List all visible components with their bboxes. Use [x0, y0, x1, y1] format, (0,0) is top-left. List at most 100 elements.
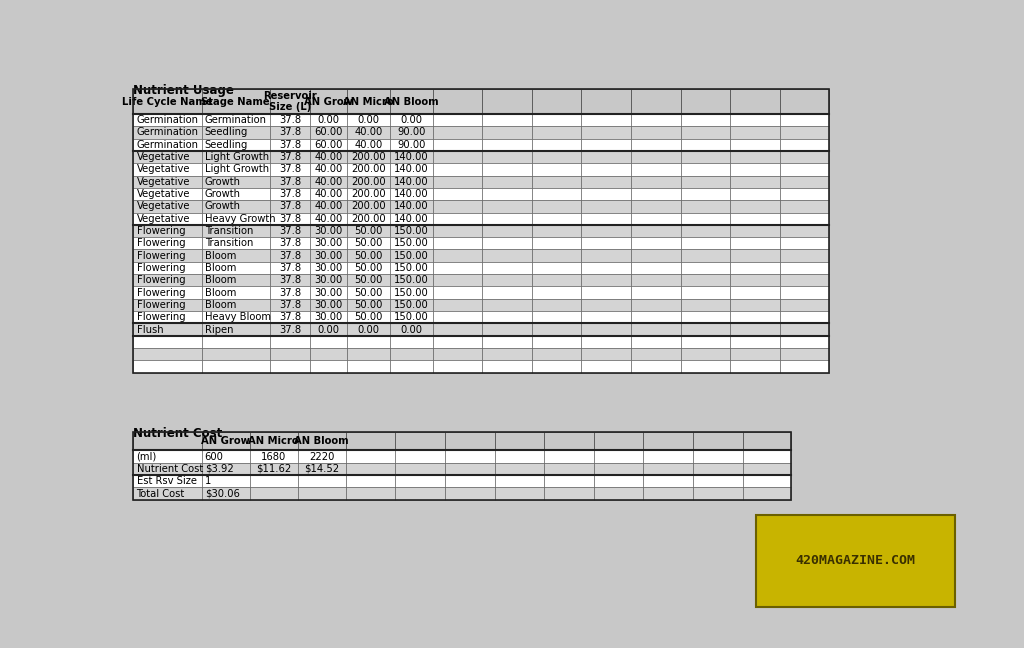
Bar — [681, 188, 730, 200]
Bar — [390, 274, 432, 286]
Bar — [432, 114, 482, 126]
Text: 140.00: 140.00 — [394, 189, 429, 199]
Bar — [643, 463, 693, 475]
Bar — [779, 299, 829, 311]
Bar — [432, 311, 482, 323]
Bar — [395, 463, 445, 475]
Text: Germination: Germination — [136, 128, 199, 137]
Bar — [133, 323, 202, 336]
Bar — [202, 475, 250, 487]
Text: Flowering: Flowering — [136, 312, 185, 322]
Bar — [531, 274, 582, 286]
Bar — [779, 336, 829, 348]
Text: 140.00: 140.00 — [394, 214, 429, 224]
Bar — [270, 237, 310, 249]
Bar — [310, 274, 347, 286]
Bar — [681, 213, 730, 225]
Bar — [730, 225, 779, 237]
Bar — [681, 348, 730, 360]
Bar — [779, 126, 829, 139]
Bar — [631, 286, 681, 299]
Text: Flowering: Flowering — [136, 288, 185, 297]
Bar — [432, 323, 482, 336]
Bar — [730, 188, 779, 200]
Bar — [681, 286, 730, 299]
Bar — [390, 139, 432, 151]
Text: Stage Name: Stage Name — [202, 97, 270, 107]
Bar — [730, 114, 779, 126]
Bar — [390, 213, 432, 225]
Bar — [390, 200, 432, 213]
Text: Bloom: Bloom — [205, 288, 237, 297]
Bar — [631, 126, 681, 139]
Bar — [531, 360, 582, 373]
Bar — [730, 323, 779, 336]
Bar — [631, 163, 681, 176]
Text: AN Grow: AN Grow — [201, 436, 250, 446]
Bar — [681, 225, 730, 237]
Text: AN Micro: AN Micro — [343, 97, 394, 107]
Bar — [390, 151, 432, 163]
Bar — [544, 463, 594, 475]
Text: 140.00: 140.00 — [394, 152, 429, 162]
Bar — [582, 237, 631, 249]
Bar — [730, 151, 779, 163]
Text: 30.00: 30.00 — [314, 288, 343, 297]
Text: 30.00: 30.00 — [314, 238, 343, 248]
Text: 140.00: 140.00 — [394, 202, 429, 211]
Text: 40.00: 40.00 — [314, 214, 343, 224]
Bar — [693, 463, 742, 475]
Text: $11.62: $11.62 — [256, 464, 291, 474]
Text: 37.8: 37.8 — [279, 202, 301, 211]
Bar — [482, 114, 531, 126]
Bar — [310, 200, 347, 213]
Bar — [202, 286, 270, 299]
Text: 600: 600 — [205, 452, 223, 461]
Bar — [133, 237, 202, 249]
Bar — [742, 463, 791, 475]
Text: Seedling: Seedling — [205, 140, 248, 150]
Bar — [730, 274, 779, 286]
Bar — [133, 249, 202, 262]
Text: 150.00: 150.00 — [394, 312, 429, 322]
Bar — [582, 360, 631, 373]
Bar — [390, 225, 432, 237]
Bar — [594, 432, 643, 450]
Bar — [270, 176, 310, 188]
Bar — [693, 487, 742, 500]
Bar — [730, 262, 779, 274]
Text: 40.00: 40.00 — [314, 177, 343, 187]
Text: 37.8: 37.8 — [279, 177, 301, 187]
Bar — [347, 200, 390, 213]
Text: Bloom: Bloom — [205, 300, 237, 310]
Bar — [779, 311, 829, 323]
Bar — [347, 114, 390, 126]
Bar — [310, 360, 347, 373]
Text: 37.8: 37.8 — [279, 288, 301, 297]
Text: AN Micro: AN Micro — [249, 436, 299, 446]
Bar — [432, 299, 482, 311]
Bar — [730, 286, 779, 299]
Bar — [544, 487, 594, 500]
Bar — [482, 286, 531, 299]
Text: Nutrient Usage: Nutrient Usage — [133, 84, 234, 97]
Bar — [432, 262, 482, 274]
Bar — [779, 225, 829, 237]
Text: 0.00: 0.00 — [317, 115, 340, 125]
Bar — [346, 475, 395, 487]
Text: 37.8: 37.8 — [279, 226, 301, 236]
Text: Growth: Growth — [205, 189, 241, 199]
Bar — [270, 225, 310, 237]
Text: 0.00: 0.00 — [357, 115, 380, 125]
Bar — [202, 311, 270, 323]
Bar — [310, 237, 347, 249]
Text: 0.00: 0.00 — [317, 325, 340, 334]
Bar — [202, 299, 270, 311]
Text: 37.8: 37.8 — [279, 325, 301, 334]
Text: 2220: 2220 — [309, 452, 335, 461]
Text: 50.00: 50.00 — [354, 300, 383, 310]
Bar — [270, 188, 310, 200]
Text: Transition: Transition — [205, 238, 253, 248]
Bar — [631, 188, 681, 200]
Bar — [270, 200, 310, 213]
